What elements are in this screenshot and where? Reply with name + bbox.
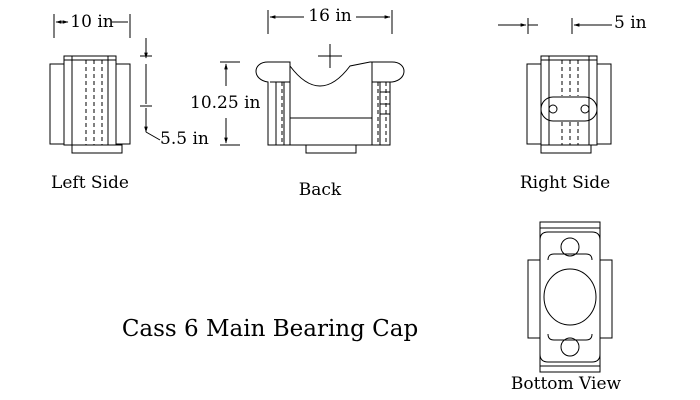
- dim-lower-left-label: 5.5 in: [160, 129, 209, 149]
- view-label-bottom: Bottom View: [511, 374, 622, 394]
- slot-outline: [540, 96, 598, 122]
- right-side-view: [526, 55, 612, 154]
- bottom-view: [527, 221, 613, 373]
- dim-width-left-label: 10 in: [70, 12, 113, 32]
- view-label-left-side: Left Side: [51, 173, 129, 193]
- dim-height-back: [220, 61, 240, 146]
- dim-right-gap-label: 5 in: [614, 13, 647, 33]
- dim-right-gap: [498, 18, 612, 34]
- left-side-view: [49, 55, 131, 154]
- bottom-hole-top: [560, 237, 580, 257]
- dim-width-back-label: 16 in: [308, 6, 351, 26]
- view-label-back: Back: [299, 180, 342, 200]
- dim-width-back: [267, 10, 393, 34]
- view-label-right-side: Right Side: [520, 173, 610, 193]
- back-view: [255, 44, 405, 154]
- dim-lower-left: [140, 38, 161, 141]
- bottom-bore: [543, 268, 597, 326]
- dim-width-left: [53, 14, 131, 38]
- dim-height-back-label: 10.25 in: [190, 93, 261, 113]
- bolt-hole-right: [580, 104, 590, 114]
- drawing-title: Cass 6 Main Bearing Cap: [122, 316, 418, 342]
- bottom-hole-bottom: [560, 337, 580, 357]
- bolt-hole-left: [548, 104, 558, 114]
